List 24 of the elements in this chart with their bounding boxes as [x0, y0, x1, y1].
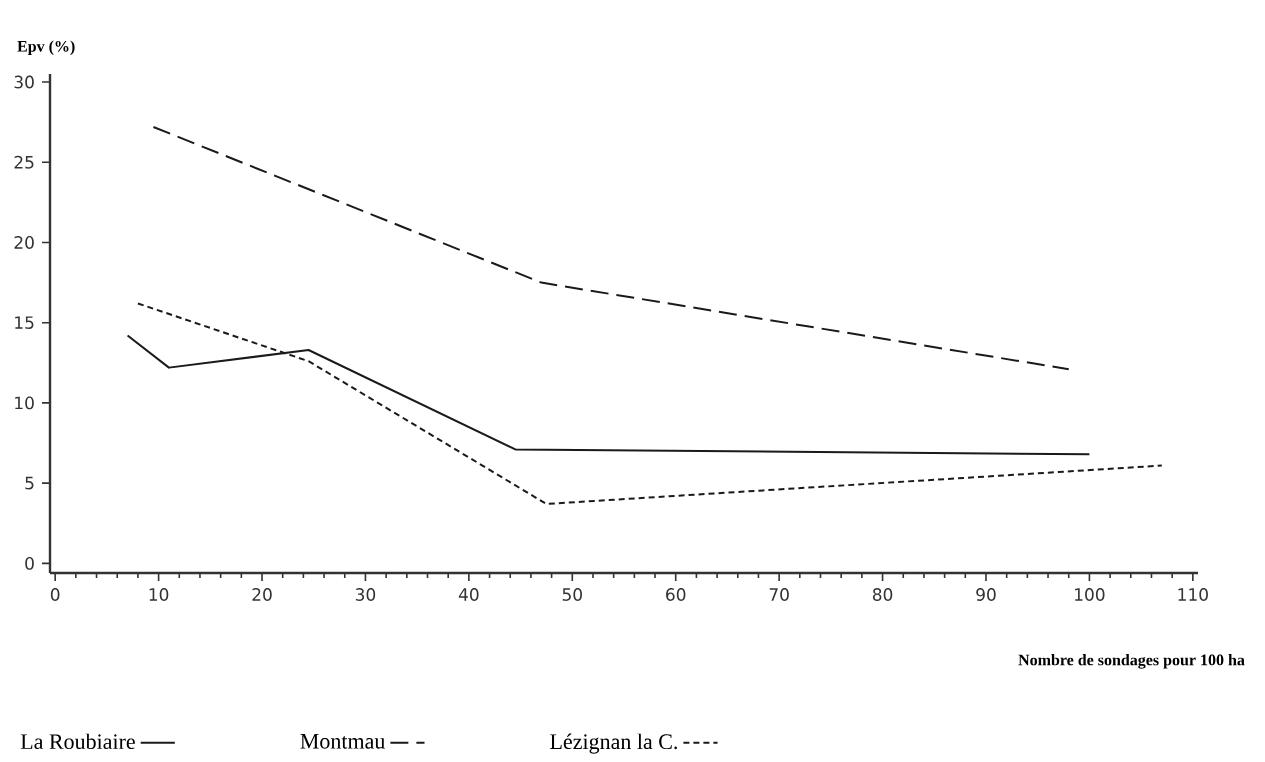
- x-tick-label: 50: [562, 588, 582, 601]
- y-tick-label: 25: [14, 155, 34, 169]
- y-tick-label: 30: [14, 75, 34, 89]
- x-tick-label: 100: [1075, 588, 1105, 601]
- legend-label: La Roubiaire: [20, 733, 135, 750]
- x-tick-label: 40: [458, 588, 479, 601]
- y-axis-title: Epv (%): [17, 40, 75, 55]
- y-tick-label: 10: [15, 396, 34, 410]
- x-tick-label: 0: [50, 588, 60, 601]
- y-tick-label: 15: [15, 316, 34, 330]
- y-tick-label: 5: [25, 476, 34, 490]
- x-tick-label: 10: [149, 588, 169, 601]
- y-tick-label: 20: [14, 236, 34, 249]
- legend-label: Montmau: [300, 734, 386, 749]
- x-tick-label: 110: [1178, 588, 1208, 601]
- x-tick-label: 70: [769, 588, 789, 601]
- x-tick-label: 20: [252, 588, 272, 601]
- legend-label: Lézignan la C.: [550, 733, 677, 754]
- x-tick-label: 90: [976, 588, 996, 601]
- x-tick-label: 60: [666, 588, 686, 601]
- x-tick-label: 80: [872, 588, 893, 601]
- y-tick-label: 0: [25, 556, 34, 570]
- x-tick-label: 30: [355, 588, 376, 601]
- x-axis-title: Nombre de sondages pour 100 ha: [1018, 654, 1245, 669]
